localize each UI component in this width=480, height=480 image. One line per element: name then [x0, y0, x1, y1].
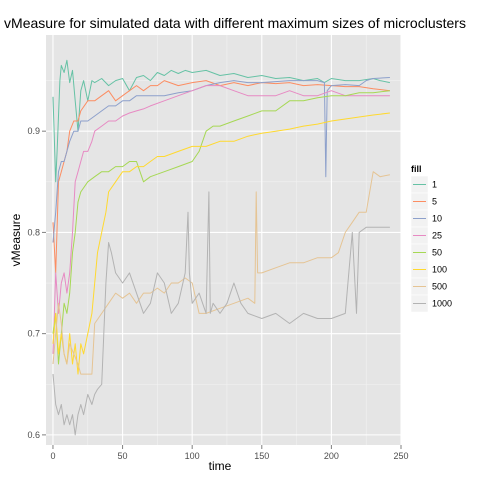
- legend-label-5: 5: [432, 197, 437, 207]
- legend-title: fill: [411, 164, 422, 174]
- series-line-1: [52, 59, 390, 183]
- series-line-1000: [52, 191, 390, 436]
- series-line-10: [52, 77, 390, 243]
- y-tick-label: 0.7: [27, 329, 40, 339]
- y-tick-label: 0.6: [27, 430, 40, 440]
- legend-label-1000: 1000: [432, 299, 452, 309]
- legend-label-1: 1: [432, 180, 437, 190]
- legend-label-25: 25: [432, 231, 442, 241]
- x-tick-label: 250: [393, 451, 408, 461]
- grid: [46, 35, 402, 445]
- x-axis-title: time: [209, 459, 232, 473]
- x-tick-label: 50: [118, 451, 128, 461]
- legend-label-50: 50: [432, 248, 442, 258]
- series-line-500: [52, 171, 390, 375]
- x-tick-label: 100: [185, 451, 200, 461]
- x-tick-label: 0: [50, 451, 55, 461]
- legend-label-500: 500: [432, 282, 447, 292]
- legend-label-100: 100: [432, 265, 447, 275]
- series-line-50: [52, 90, 390, 365]
- legend-label-10: 10: [432, 214, 442, 224]
- y-axis-title: vMeasure: [9, 213, 23, 266]
- x-tick-label: 150: [254, 451, 269, 461]
- x-axis: 0 50 100 150 200 250: [50, 445, 409, 461]
- y-axis: 0.6 0.7 0.8 0.9: [27, 126, 46, 440]
- y-tick-label: 0.8: [27, 227, 40, 237]
- chart-title: vMeasure for simulated data with differe…: [4, 15, 466, 31]
- series-line-25: [52, 85, 390, 354]
- x-tick-label: 200: [324, 451, 339, 461]
- series-line-100: [52, 112, 390, 375]
- plot-panel: [46, 35, 401, 445]
- y-tick-label: 0.9: [27, 126, 40, 136]
- legend: fill 1 5 10 25 50 100 500 1000: [410, 164, 452, 313]
- series-line-5: [52, 80, 390, 274]
- series-layer: [52, 59, 390, 436]
